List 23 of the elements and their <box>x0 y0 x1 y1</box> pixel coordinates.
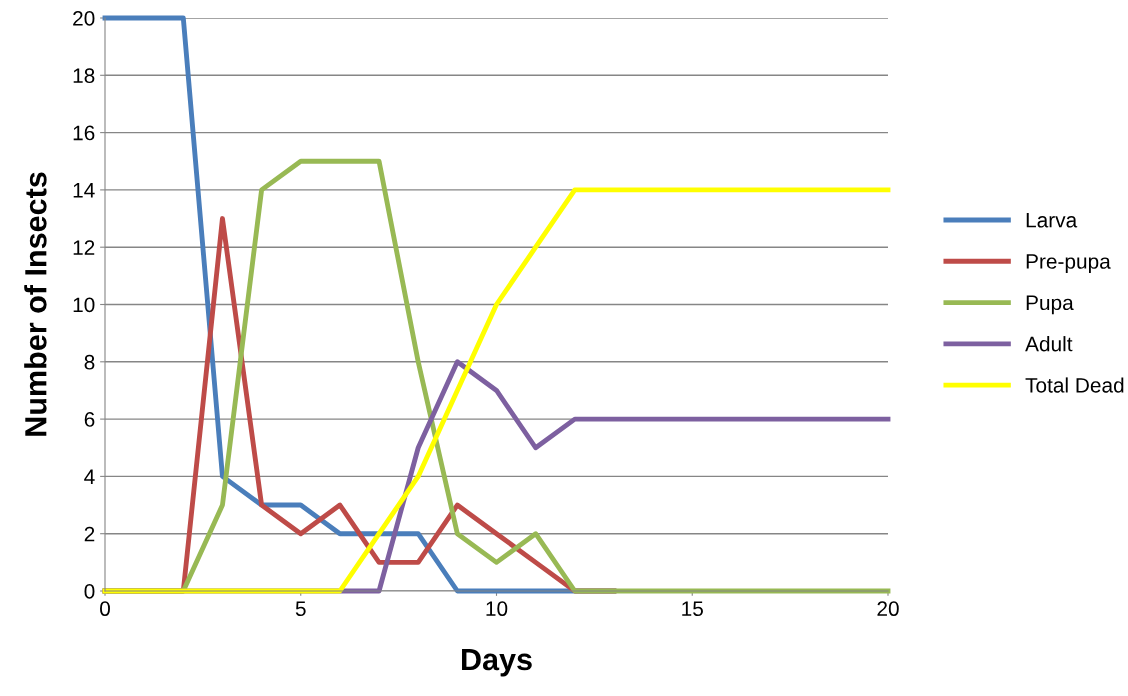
legend-label: Adult <box>1025 336 1073 352</box>
y-tick-label: 10 <box>73 297 95 313</box>
legend-label: Pre-pupa <box>1026 254 1111 273</box>
x-axis-title: Days <box>462 649 532 677</box>
x-tick-label: 20 <box>877 601 899 617</box>
y-tick-label: 0 <box>84 584 95 599</box>
y-tick-label: 14 <box>73 183 95 198</box>
y-tick-label: 18 <box>73 68 95 84</box>
x-tick-label: 15 <box>682 601 703 617</box>
y-tick-label: 8 <box>84 354 95 370</box>
x-tick-label: 10 <box>486 601 508 617</box>
legend-label: Pupa <box>1026 295 1074 315</box>
y-tick-label: 20 <box>73 11 95 26</box>
y-axis-title: Number of Insects <box>24 172 47 436</box>
y-tick-label: 12 <box>73 240 95 255</box>
y-tick-label: 16 <box>73 125 95 141</box>
legend-label: Total Dead <box>1025 377 1124 393</box>
y-tick-label: 4 <box>84 469 95 484</box>
x-tick-label: 0 <box>100 601 110 617</box>
y-tick-label: 2 <box>84 526 95 542</box>
x-tick-label: 5 <box>295 601 306 617</box>
y-tick-label: 6 <box>84 412 95 427</box>
legend-label: Larva <box>1026 212 1078 228</box>
